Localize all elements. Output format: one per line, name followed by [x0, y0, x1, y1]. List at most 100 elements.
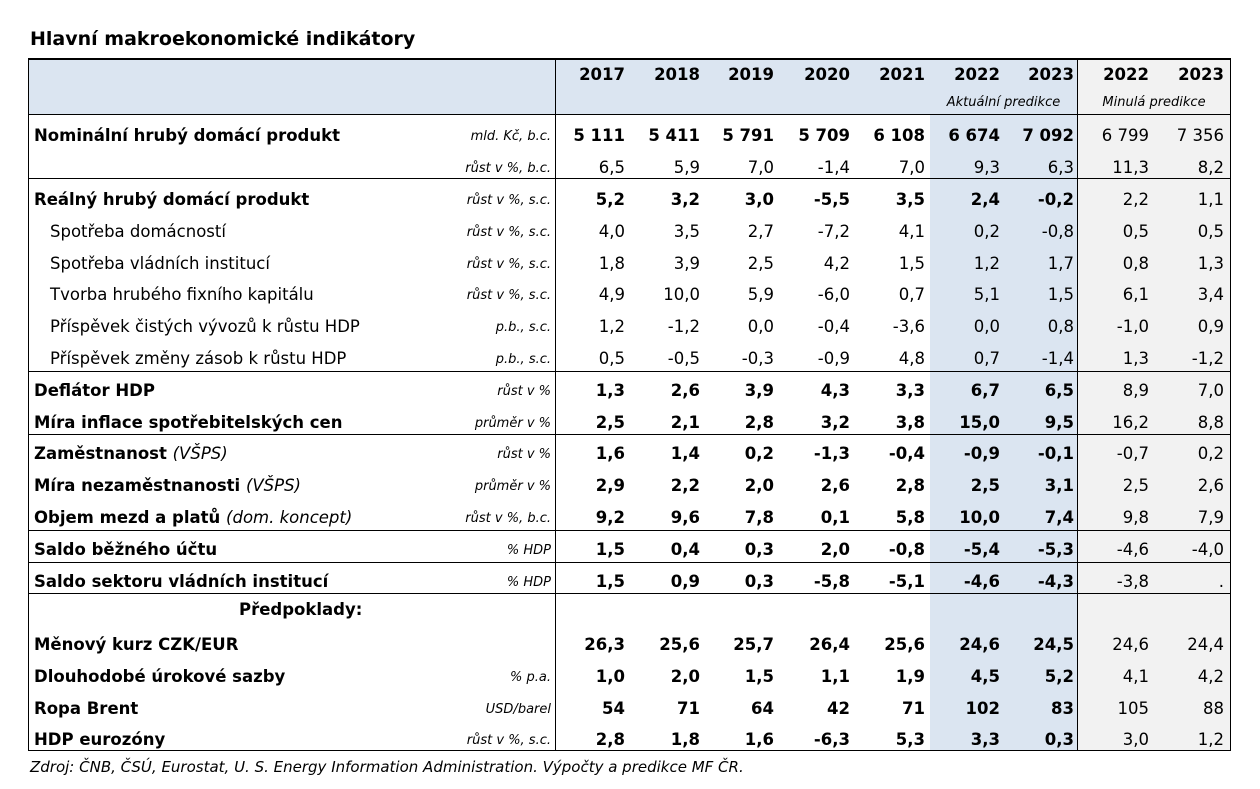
divider-current-forecast — [1077, 58, 1078, 751]
value-cell: 3,5 — [895, 190, 925, 209]
row-unit: růst v %, s.c. — [466, 257, 551, 272]
table-row: Zaměstnanost (VŠPS) růst v % 1,6 1,4 0,2 -1,3… — [28, 439, 1231, 470]
table-row: Reálný hrubý domácí produkt růst v %, s.c… — [28, 185, 1231, 216]
year-header: 2022 — [1103, 65, 1149, 84]
row-label-text: Saldo sektoru vládních institucí — [34, 572, 329, 591]
value-cell: 25,7 — [733, 635, 774, 654]
value-cell: -0,5 — [667, 349, 700, 368]
value-cell: -6,3 — [813, 730, 850, 749]
row-label: Saldo sektoru vládních institucí — [34, 572, 328, 591]
value-cell: 0,3 — [744, 540, 774, 559]
row-label: Spotřeba domácností — [50, 222, 226, 241]
row-label-text: Tvorba hrubého fixního kapitálu — [50, 285, 314, 304]
group-divider — [28, 593, 1231, 594]
table-row: Deflátor HDP růst v % 1,3 2,6 3,9 4,3 3,3 6,7 6,… — [28, 376, 1231, 407]
row-label-text: Nominální hrubý domácí produkt — [34, 126, 340, 145]
current-forecast-cell: 6,5 — [1044, 381, 1074, 400]
value-cell: 3,0 — [744, 190, 774, 209]
past-forecast-note: Minulá predikce — [1102, 95, 1206, 110]
row-label: Spotřeba vládních institucí — [50, 254, 270, 273]
past-forecast-cell: 4,1 — [1122, 667, 1149, 686]
table-row: HDP eurozóny růst v %, s.c. 2,8 1,8 1,6 -6,3 5… — [28, 725, 1231, 756]
current-forecast-cell: 0,2 — [973, 222, 1000, 241]
current-forecast-cell: 9,3 — [973, 158, 1000, 177]
row-label-text: Spotřeba vládních institucí — [50, 254, 270, 273]
row-label-text: Dlouhodobé úrokové sazby — [34, 667, 286, 686]
current-forecast-cell: 10,0 — [959, 508, 1000, 527]
table-row: růst v %, b.c. 6,5 5,9 7,0 -1,4 7,0 9,3 6,3 11,3… — [28, 153, 1231, 184]
past-forecast-cell: -1,0 — [1116, 317, 1149, 336]
value-cell: 6 108 — [873, 126, 925, 145]
current-forecast-cell: 0,7 — [973, 349, 1000, 368]
value-cell: 6,5 — [598, 158, 625, 177]
table-row: Příspěvek čistých vývozů k růstu HDP p.b.… — [28, 312, 1231, 343]
header-bottom-border — [28, 114, 1231, 115]
table-row: Ropa Brent USD/barel 54 71 64 42 71 102 83 105 88 — [28, 694, 1231, 725]
row-unit: USD/barel — [485, 702, 551, 717]
current-forecast-cell: 9,5 — [1044, 413, 1074, 432]
current-forecast-cell: 7,4 — [1044, 508, 1074, 527]
row-unit: růst v %, b.c. — [465, 511, 551, 526]
past-forecast-cell: -3,8 — [1116, 572, 1149, 591]
value-cell: 2,8 — [744, 413, 774, 432]
current-forecast-cell: 1,7 — [1047, 254, 1074, 273]
past-forecast-cell: 2,6 — [1197, 476, 1224, 495]
current-forecast-cell: 24,6 — [959, 635, 1000, 654]
row-unit: % p.a. — [510, 670, 551, 685]
value-cell: 0,4 — [670, 540, 700, 559]
group-divider — [28, 562, 1231, 563]
value-cell: 0,5 — [598, 349, 625, 368]
row-label-text: Měnový kurz CZK/EUR — [34, 635, 239, 654]
value-cell: 4,1 — [898, 222, 925, 241]
value-cell: 2,5 — [595, 413, 625, 432]
row-label-text: Míra inflace spotřebitelských cen — [34, 413, 343, 432]
row-unit: % HDP — [506, 575, 551, 590]
value-cell: -5,1 — [888, 572, 925, 591]
past-forecast-cell: 8,8 — [1197, 413, 1224, 432]
past-forecast-cell: -4,0 — [1191, 540, 1224, 559]
past-forecast-cell: . — [1218, 572, 1224, 591]
value-cell: 1,6 — [744, 730, 774, 749]
table-left-border — [28, 58, 29, 751]
row-unit: růst v % — [497, 447, 551, 462]
current-forecast-cell: -4,6 — [963, 572, 1000, 591]
value-cell: -0,4 — [888, 444, 925, 463]
past-forecast-cell: 1,2 — [1197, 730, 1224, 749]
value-cell: 10,0 — [663, 285, 700, 304]
past-forecast-cell: -4,6 — [1116, 540, 1149, 559]
row-label-text: Příspěvek změny zásob k růstu HDP — [50, 349, 347, 368]
past-forecast-cell: 2,2 — [1122, 190, 1149, 209]
value-cell: 7,0 — [898, 158, 925, 177]
table-bottom-border — [28, 750, 1231, 751]
current-forecast-cell: 24,5 — [1033, 635, 1074, 654]
value-cell: 9,6 — [670, 508, 700, 527]
current-forecast-cell: 83 — [1051, 699, 1074, 718]
value-cell: 1,4 — [670, 444, 700, 463]
value-cell: 0,3 — [744, 572, 774, 591]
past-forecast-cell: 9,8 — [1122, 508, 1149, 527]
current-forecast-cell: 6,3 — [1047, 158, 1074, 177]
value-cell: 1,2 — [598, 317, 625, 336]
value-cell: 7,0 — [747, 158, 774, 177]
past-forecast-cell: 0,5 — [1197, 222, 1224, 241]
value-cell: 4,0 — [598, 222, 625, 241]
value-cell: 0,0 — [747, 317, 774, 336]
row-label: Reálný hrubý domácí produkt — [34, 190, 309, 209]
table-title: Hlavní makroekonomické indikátory — [30, 28, 416, 50]
row-label: Míra nezaměstnanosti (VŠPS) — [34, 476, 301, 495]
year-header: 2023 — [1178, 65, 1224, 84]
table-row: Měnový kurz CZK/EUR 26,3 25,6 25,7 26,4 25,6 2… — [28, 630, 1231, 661]
value-cell: 1,8 — [598, 254, 625, 273]
row-unit: průměr v % — [474, 416, 551, 431]
past-forecast-cell: 24,6 — [1112, 635, 1149, 654]
row-unit: růst v %, s.c. — [466, 288, 551, 303]
row-label: Deflátor HDP — [34, 381, 155, 400]
value-cell: -1,2 — [667, 317, 700, 336]
value-cell: 5 709 — [798, 126, 850, 145]
row-label-text: Spotřeba domácností — [50, 222, 226, 241]
past-forecast-cell: 16,2 — [1112, 413, 1149, 432]
current-forecast-cell: 4,5 — [970, 667, 1000, 686]
value-cell: 2,6 — [820, 476, 850, 495]
value-cell: 5,8 — [895, 508, 925, 527]
row-unit: růst v %, b.c. — [465, 161, 551, 176]
